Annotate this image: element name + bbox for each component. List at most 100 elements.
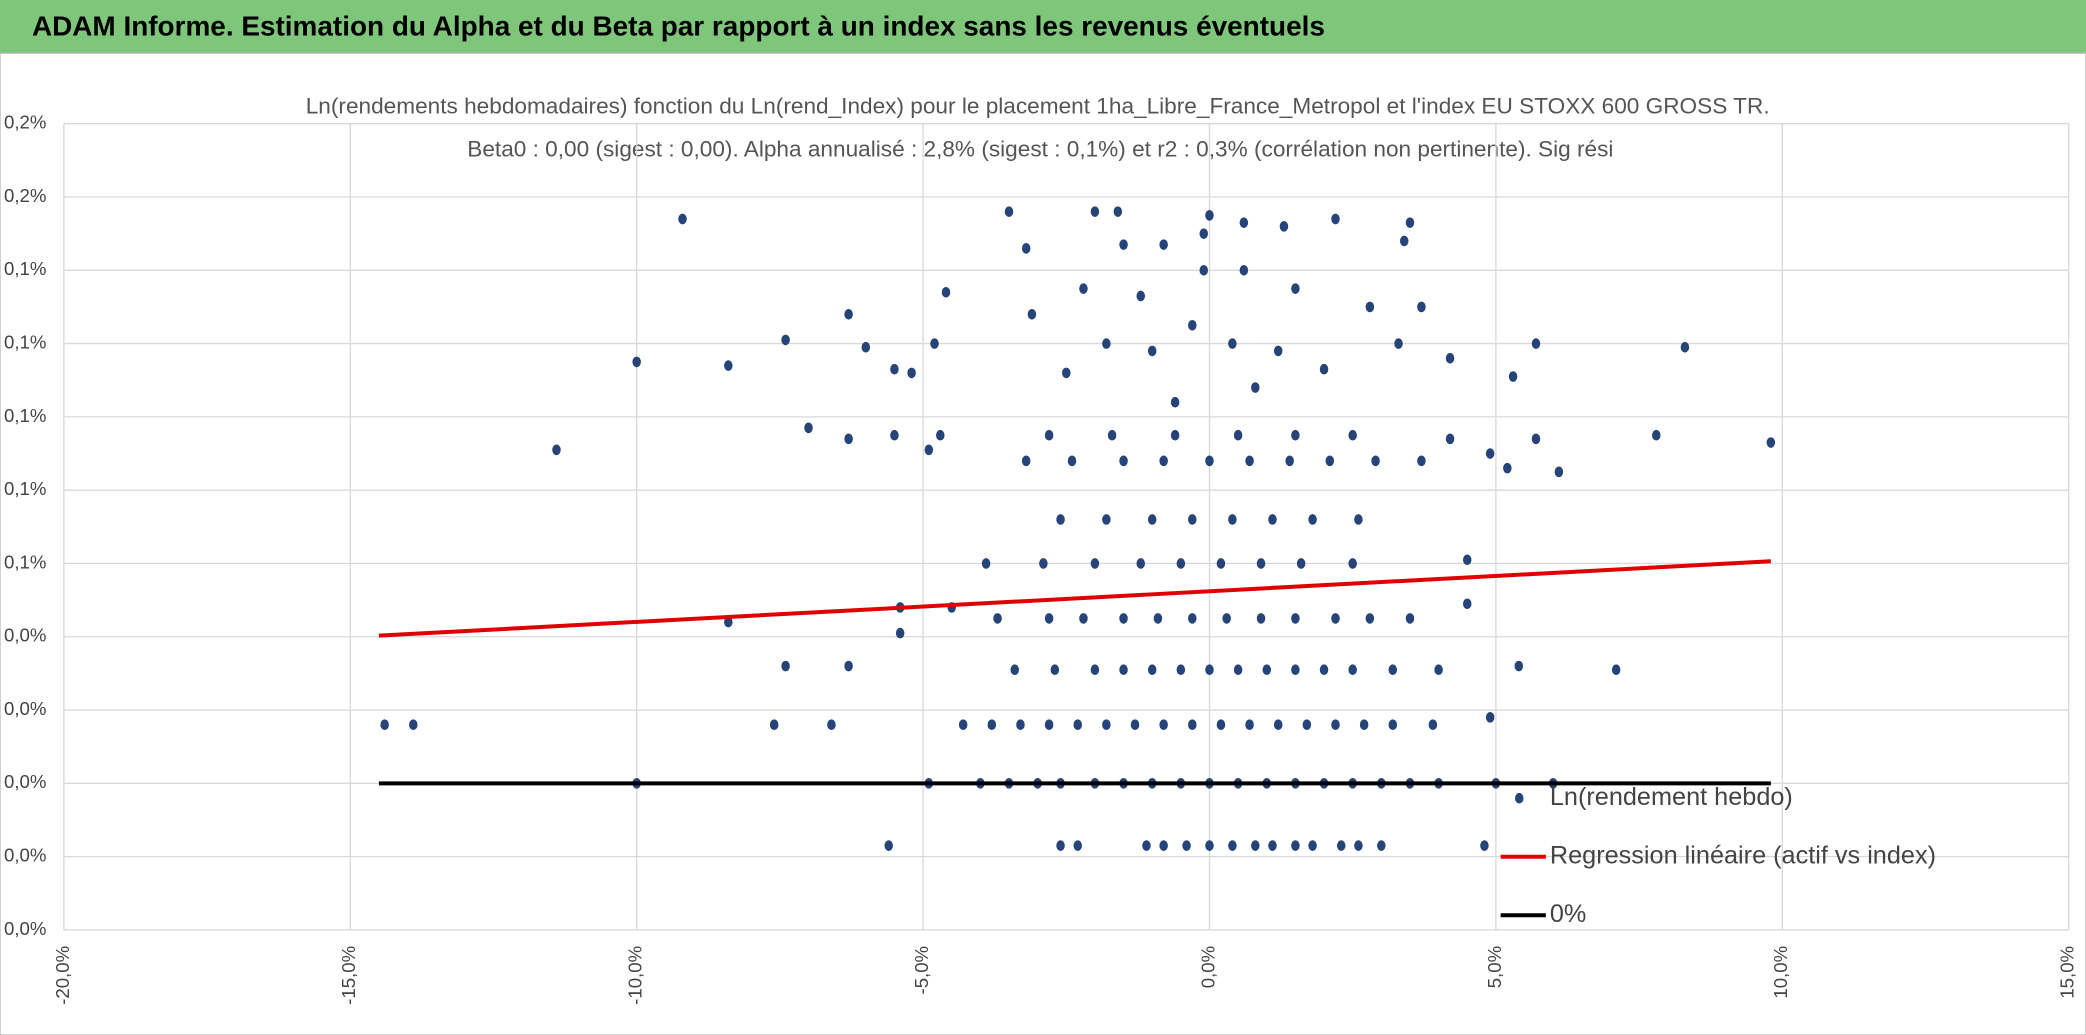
data-point (1508, 371, 1518, 382)
data-point (1188, 319, 1197, 331)
data-point (1021, 242, 1031, 254)
data-point (1044, 719, 1054, 731)
data-point (1445, 433, 1455, 445)
data-point (1399, 235, 1409, 247)
data-point (1273, 345, 1283, 357)
data-point (1044, 613, 1054, 624)
data-point (1308, 840, 1317, 851)
data-point (1199, 228, 1209, 239)
data-point (1090, 558, 1100, 569)
data-point (1405, 217, 1415, 228)
x-tick-label: 5,0% (1484, 946, 1505, 988)
data-point (936, 429, 945, 441)
legend-marker (1515, 792, 1524, 804)
data-point (1050, 664, 1060, 676)
legend-label: Regression linéaire (actif vs index) (1550, 841, 1936, 869)
data-point (1308, 514, 1317, 525)
y-tick-label: 0,0% (4, 918, 46, 939)
data-point (1256, 613, 1266, 624)
data-point (1377, 840, 1386, 851)
data-point (993, 613, 1002, 624)
data-point (1233, 664, 1243, 676)
data-point (958, 719, 968, 731)
data-point (1503, 462, 1512, 474)
data-point (1102, 719, 1111, 731)
data-point (1205, 664, 1214, 676)
series-line (378, 559, 1771, 638)
data-point (1073, 840, 1082, 851)
x-tick-label: -20,0% (52, 946, 73, 1005)
data-point (1331, 613, 1340, 624)
data-point (1176, 664, 1186, 676)
data-point (1188, 719, 1197, 731)
data-point (1056, 514, 1065, 525)
data-point (769, 719, 779, 731)
data-point (1348, 664, 1357, 676)
data-point (1531, 433, 1541, 445)
y-tick-label: 0,1% (4, 258, 46, 279)
legend-label: 0% (1550, 900, 1587, 928)
data-point (1205, 840, 1214, 851)
data-point (1268, 514, 1277, 525)
data-point (380, 719, 389, 731)
data-point (1405, 613, 1415, 624)
data-point (1079, 613, 1088, 624)
data-point (1348, 429, 1357, 441)
data-point (1021, 455, 1031, 467)
data-point (1514, 660, 1524, 672)
data-point (1216, 558, 1226, 569)
data-point (1136, 290, 1146, 302)
data-point (1766, 437, 1776, 448)
data-point (1147, 514, 1157, 525)
data-point (409, 719, 418, 731)
y-tick-label: 0,2% (4, 112, 46, 133)
data-point (1319, 664, 1329, 676)
data-point (1428, 719, 1438, 731)
data-point (1233, 429, 1243, 441)
data-point (1027, 308, 1037, 320)
data-point (1359, 719, 1369, 731)
data-point (1285, 455, 1294, 467)
data-point (987, 719, 997, 731)
data-point (1611, 664, 1621, 676)
data-point (1119, 455, 1128, 467)
data-point (924, 444, 934, 456)
data-point (1325, 455, 1335, 467)
data-point (1159, 719, 1168, 731)
data-point (884, 840, 893, 851)
data-point (1182, 840, 1191, 851)
data-point (1365, 613, 1375, 624)
data-point (1652, 429, 1661, 441)
data-point (1039, 558, 1048, 569)
data-point (1090, 206, 1100, 217)
chart-subtitle: Beta0 : 0,00 (sigest : 0,00). Alpha annu… (467, 136, 1613, 161)
y-tick-label: 0,1% (4, 332, 46, 353)
header-title: ADAM Informe. Estimation du Alpha et du … (32, 10, 1325, 41)
data-point (861, 341, 871, 353)
y-tick-label: 0,1% (4, 478, 46, 499)
data-point (1228, 840, 1237, 851)
data-point (1291, 429, 1300, 441)
data-point (1388, 719, 1398, 731)
header-bar (0, 0, 2086, 54)
data-point (1010, 664, 1019, 676)
data-point (1291, 613, 1300, 624)
data-point (1417, 301, 1426, 313)
data-point (1388, 664, 1398, 676)
data-point (1205, 210, 1214, 221)
data-point (1531, 338, 1541, 349)
data-point (804, 422, 813, 434)
x-tick-label: 15,0% (2057, 946, 2078, 999)
data-point (1291, 283, 1300, 294)
x-tick-label: -15,0% (338, 946, 359, 1005)
data-point (1170, 396, 1180, 408)
data-point (1079, 283, 1088, 294)
data-point (1016, 719, 1025, 731)
data-point (1044, 429, 1054, 441)
data-point (827, 719, 836, 731)
data-point (890, 429, 899, 441)
data-point (1331, 213, 1340, 225)
y-tick-label: 0,0% (4, 845, 46, 866)
